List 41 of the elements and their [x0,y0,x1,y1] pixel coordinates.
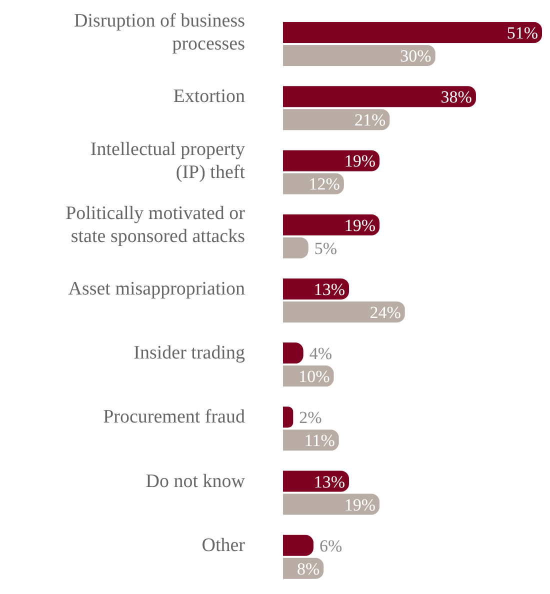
data-label: 10% [298,367,330,386]
bar [283,494,380,515]
y-tick-label: Other [202,534,246,556]
y-tick-label: Insider trading [134,342,246,364]
data-label: 30% [400,46,432,66]
data-label: 24% [370,302,401,322]
data-label: 2% [299,408,322,428]
bar [283,406,294,428]
data-label: 38% [440,88,472,107]
data-label: 51% [506,24,538,42]
data-label: 19% [344,152,376,171]
bar [283,301,405,322]
bar [283,237,308,258]
y-tick-label: Intellectual property (IP) theft [90,138,246,183]
data-label: 19% [344,495,376,514]
y-tick-label: Asset misappropriation [68,278,246,300]
y-tick-label: Extortion [173,86,246,108]
data-label: 13% [314,472,346,492]
y-tick-label: Do not know [146,470,246,492]
data-label: 8% [296,559,320,578]
data-label: 5% [314,238,338,258]
data-label: 6% [319,536,342,556]
y-tick-label: Disruption of business processes [74,10,245,55]
bar [283,150,380,172]
bar [283,214,380,236]
data-label: 4% [309,344,332,364]
bar [283,109,390,130]
data-label: 11% [304,431,335,450]
bar [283,342,304,364]
data-label: 12% [308,174,340,194]
bar [283,278,350,300]
bar [283,45,436,66]
data-label: 21% [354,110,386,130]
bar [283,22,542,43]
y-tick-label: Procurement fraud [103,406,246,428]
bar [283,534,314,556]
bar [283,470,350,492]
data-label: 13% [314,280,346,299]
y-tick-label: Politically motivated or state sponsored attacks [66,202,246,247]
data-label: 19% [344,216,376,235]
bar [283,86,476,108]
